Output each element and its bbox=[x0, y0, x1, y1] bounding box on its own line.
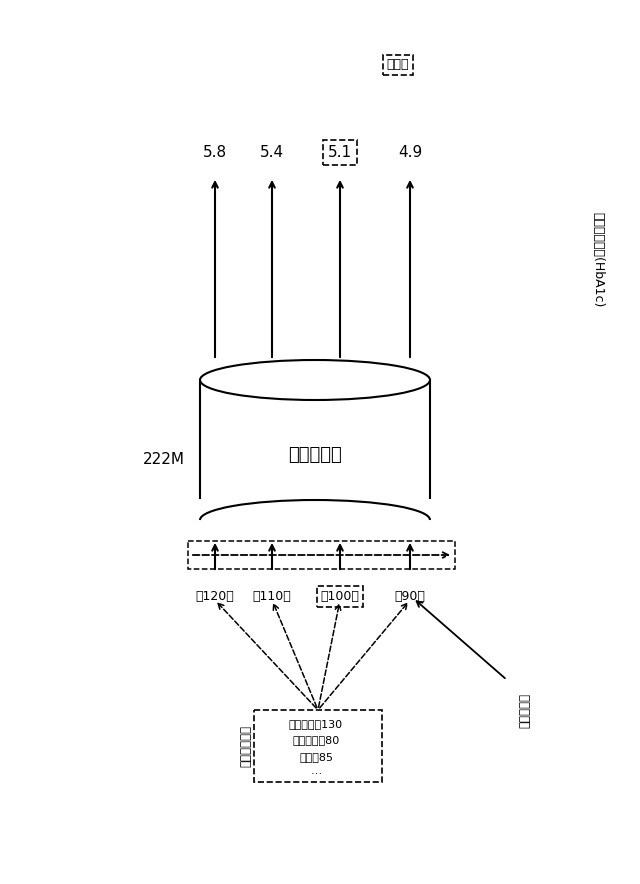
Text: 改善目標値: 改善目標値 bbox=[518, 692, 531, 728]
Text: 「90」: 「90」 bbox=[395, 590, 426, 603]
Ellipse shape bbox=[200, 360, 430, 400]
Text: 5.4: 5.4 bbox=[260, 145, 284, 160]
Ellipse shape bbox=[200, 500, 430, 540]
Bar bbox=[198, 499, 432, 521]
Text: 5.8: 5.8 bbox=[203, 145, 227, 160]
Bar bbox=[200, 380, 430, 520]
Text: …: … bbox=[310, 766, 321, 776]
Text: 「110」: 「110」 bbox=[253, 590, 291, 603]
Text: 現在の検査値: 現在の検査値 bbox=[239, 725, 253, 767]
Text: 4.9: 4.9 bbox=[398, 145, 422, 160]
Text: 5.1: 5.1 bbox=[328, 145, 352, 160]
Text: 正常値: 正常値 bbox=[387, 58, 409, 72]
Text: 「100」: 「100」 bbox=[321, 590, 360, 603]
Text: 将来の検査値(HbA1c): 将来の検査値(HbA1c) bbox=[591, 212, 605, 308]
Text: 最低血圧：80: 最低血圧：80 bbox=[292, 735, 340, 745]
Text: 順序的に変更: 順序的に変更 bbox=[301, 520, 342, 533]
Bar bbox=[254, 710, 382, 782]
Bar bbox=[188, 541, 455, 569]
Text: 予測モデル: 予測モデル bbox=[288, 446, 342, 464]
Text: 「120」: 「120」 bbox=[196, 590, 234, 603]
Text: 222M: 222M bbox=[143, 453, 185, 468]
Text: 体重：85: 体重：85 bbox=[299, 752, 333, 762]
Text: 最高血圧：130: 最高血圧：130 bbox=[289, 719, 343, 729]
